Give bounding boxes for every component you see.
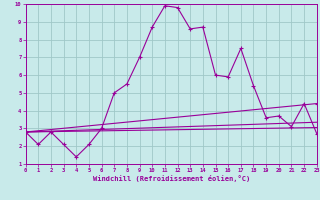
X-axis label: Windchill (Refroidissement éolien,°C): Windchill (Refroidissement éolien,°C) [92,175,250,182]
